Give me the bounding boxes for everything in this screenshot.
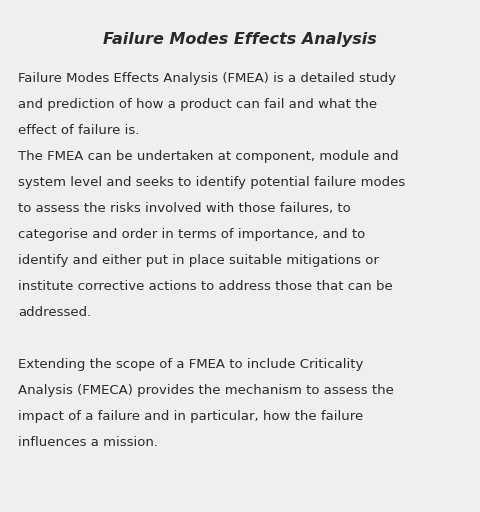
- Text: Failure Modes Effects Analysis: Failure Modes Effects Analysis: [103, 32, 377, 47]
- Text: effect of failure is.: effect of failure is.: [18, 124, 139, 137]
- Text: to assess the risks involved with those failures, to: to assess the risks involved with those …: [18, 202, 351, 215]
- Text: categorise and order in terms of importance, and to: categorise and order in terms of importa…: [18, 228, 365, 241]
- Text: impact of a failure and in particular, how the failure: impact of a failure and in particular, h…: [18, 410, 363, 423]
- Text: influences a mission.: influences a mission.: [18, 436, 158, 449]
- Text: and prediction of how a product can fail and what the: and prediction of how a product can fail…: [18, 98, 377, 111]
- Text: system level and seeks to identify potential failure modes: system level and seeks to identify poten…: [18, 176, 405, 189]
- Text: Failure Modes Effects Analysis (FMEA) is a detailed study: Failure Modes Effects Analysis (FMEA) is…: [18, 72, 396, 85]
- Text: Analysis (FMECA) provides the mechanism to assess the: Analysis (FMECA) provides the mechanism …: [18, 384, 394, 397]
- Text: The FMEA can be undertaken at component, module and: The FMEA can be undertaken at component,…: [18, 150, 398, 163]
- Text: Extending the scope of a FMEA to include Criticality: Extending the scope of a FMEA to include…: [18, 358, 363, 371]
- Text: addressed.: addressed.: [18, 306, 91, 319]
- Text: institute corrective actions to address those that can be: institute corrective actions to address …: [18, 280, 393, 293]
- Text: identify and either put in place suitable mitigations or: identify and either put in place suitabl…: [18, 254, 379, 267]
